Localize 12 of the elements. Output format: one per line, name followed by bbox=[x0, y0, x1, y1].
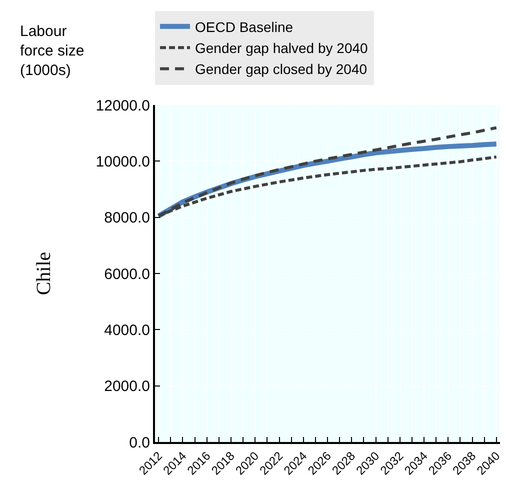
legend-label: Gender gap halved by 2040 bbox=[195, 40, 368, 56]
y-tick-label: 0.0 bbox=[129, 434, 150, 452]
y-axis-title: Chile bbox=[32, 252, 55, 296]
y-tick-label: 6000.0 bbox=[104, 266, 150, 283]
legend-label: OECD Baseline bbox=[195, 18, 294, 35]
y-tick-label: 12000.0 bbox=[96, 97, 150, 114]
y-tick-label: 2000.0 bbox=[104, 378, 150, 396]
text: Labour force size (1000s) bbox=[20, 23, 84, 79]
y-tick-label: 4000.0 bbox=[104, 322, 150, 339]
legend-label: Gender gap closed by 2040 bbox=[195, 61, 368, 78]
y-tick-label: 8000.0 bbox=[104, 210, 150, 227]
y-tick-label: 10000.0 bbox=[96, 153, 150, 170]
